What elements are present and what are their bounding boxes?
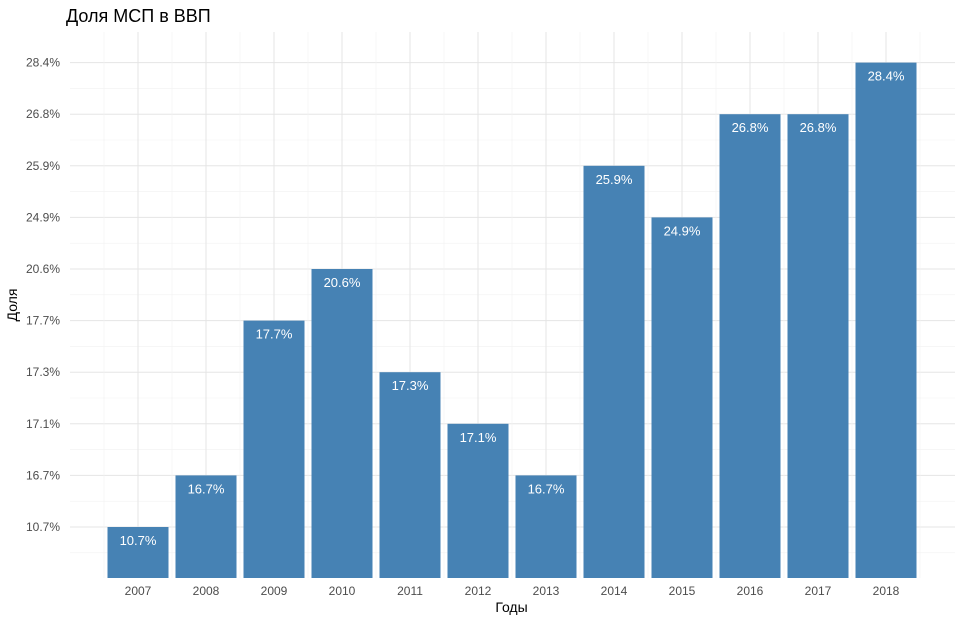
x-tick-label: 2018 xyxy=(873,584,900,598)
x-tick-label: 2009 xyxy=(261,584,288,598)
bar-2010 xyxy=(311,269,373,578)
x-tick-label: 2012 xyxy=(465,584,492,598)
bar-value-label: 17.3% xyxy=(392,378,429,393)
bar-2011 xyxy=(379,372,441,578)
bar-2018 xyxy=(855,62,917,579)
bar-value-label: 10.7% xyxy=(120,533,157,548)
x-tick-label: 2017 xyxy=(805,584,832,598)
x-tick-label: 2013 xyxy=(533,584,560,598)
bar-labels: 10.7% 16.7% 17.7% 20.6% 17.3% 17.1% 16.7% 25.9%… xyxy=(120,69,905,548)
y-tick-label: 17.3% xyxy=(26,365,60,379)
bar-value-label: 16.7% xyxy=(188,481,225,496)
y-tick-label: 20.6% xyxy=(26,262,60,276)
bar-value-label: 20.6% xyxy=(324,275,361,290)
bar-2008 xyxy=(175,475,237,578)
y-tick-label: 25.9% xyxy=(26,159,60,173)
chart-title: Доля МСП в ВВП xyxy=(66,6,211,26)
y-tick-label: 17.7% xyxy=(26,314,60,328)
bar-value-label: 28.4% xyxy=(868,69,905,84)
x-tick-label: 2015 xyxy=(669,584,696,598)
bar-2009 xyxy=(243,320,305,578)
x-tick-label: 2016 xyxy=(737,584,764,598)
bars xyxy=(107,62,917,579)
bar-2013 xyxy=(515,475,577,578)
bar-value-label: 16.7% xyxy=(528,481,565,496)
y-tick-label: 28.4% xyxy=(26,56,60,70)
x-tick-label: 2011 xyxy=(397,584,423,598)
y-tick-label: 24.9% xyxy=(26,210,60,224)
bar-value-label: 17.1% xyxy=(460,430,497,445)
bar-value-label: 26.8% xyxy=(800,120,837,135)
bar-value-label: 17.7% xyxy=(256,327,293,342)
y-tick-label: 17.1% xyxy=(26,417,60,431)
y-tick-label: 16.7% xyxy=(26,468,60,482)
bar-2016 xyxy=(719,114,781,578)
bar-2015 xyxy=(651,217,713,578)
x-tick-label: 2008 xyxy=(193,584,220,598)
y-tick-labels: 10.7% 16.7% 17.1% 17.3% 17.7% 20.6% 24.9% 25.9%… xyxy=(26,56,60,534)
bar-value-label: 25.9% xyxy=(596,172,633,187)
x-tick-label: 2010 xyxy=(329,584,356,598)
x-tick-label: 2014 xyxy=(601,584,628,598)
y-tick-label: 10.7% xyxy=(26,520,60,534)
bar-2017 xyxy=(787,114,849,578)
x-tick-label: 2007 xyxy=(125,584,152,598)
bar-2007 xyxy=(107,527,169,578)
bar-2014 xyxy=(583,165,645,579)
x-axis-title: Годы xyxy=(495,599,527,615)
y-tick-label: 26.8% xyxy=(26,107,60,121)
bar-value-label: 26.8% xyxy=(732,120,769,135)
bar-2012 xyxy=(447,423,509,578)
x-tick-labels: 2007 2008 2009 2010 2011 2012 2013 2014 2015 2016… xyxy=(125,584,900,598)
bar-value-label: 24.9% xyxy=(664,223,701,238)
y-axis-title: Доля xyxy=(4,289,20,322)
